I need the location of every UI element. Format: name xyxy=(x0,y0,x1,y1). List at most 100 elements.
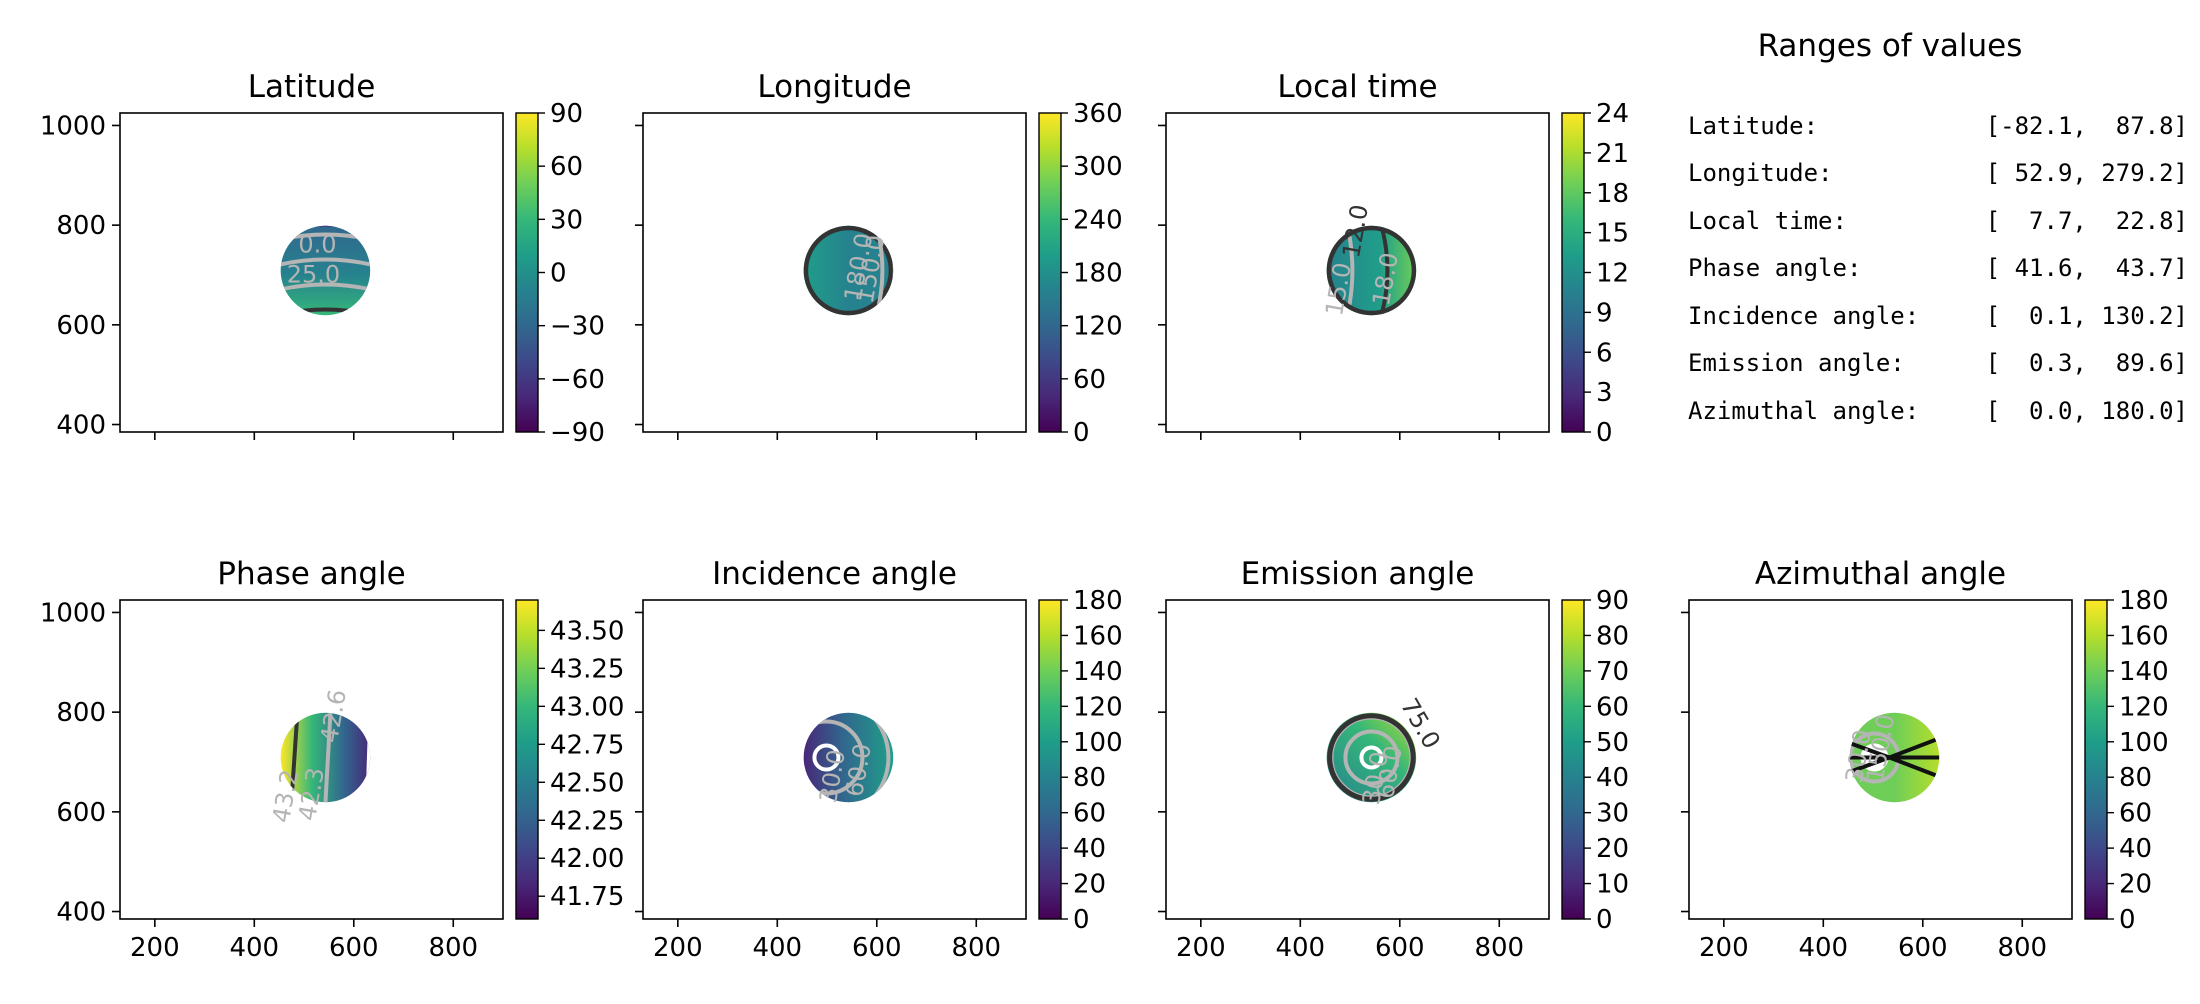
colorbar-tick-label: 0 xyxy=(550,259,567,289)
subplot-latitude: Latitude 0.025.0 400 600 800 1000 90 60 30 0 −30 −6… xyxy=(40,69,605,448)
range-label: Phase angle: xyxy=(1688,254,1862,282)
x-tick-label: 400 xyxy=(1275,933,1325,963)
colorbar-tick-label: 60 xyxy=(1073,365,1106,395)
colorbar-tick-label: 60 xyxy=(2119,799,2152,829)
planet-disc xyxy=(280,712,371,803)
colorbar-tick-label: 6 xyxy=(1596,338,1613,368)
colorbar-tick-label: 40 xyxy=(1073,834,1106,864)
range-label: Incidence angle: xyxy=(1688,302,1920,330)
contour-line xyxy=(1326,225,1417,316)
x-tick-label: 800 xyxy=(951,933,1001,963)
colorbar xyxy=(515,599,539,920)
range-label: Latitude: xyxy=(1688,112,1819,140)
colorbar-tick-label: 180 xyxy=(1073,259,1123,289)
colorbar-tick-label: 100 xyxy=(1073,728,1123,758)
colorbar-tick-label: 240 xyxy=(1073,205,1123,235)
y-tick-label: 1000 xyxy=(40,111,106,141)
x-tick-label: 400 xyxy=(752,933,802,963)
x-tick-label: 600 xyxy=(1898,933,1948,963)
x-tick-label: 200 xyxy=(1699,933,1749,963)
colorbar-tick-label: 120 xyxy=(1073,692,1123,722)
x-tick-label: 600 xyxy=(329,933,379,963)
colorbar-tick-label: 0 xyxy=(1073,418,1090,448)
colorbar xyxy=(1038,599,1062,920)
colorbar-tick-label: 160 xyxy=(2119,621,2169,651)
colorbar-tick-label: 42.50 xyxy=(550,768,624,798)
colorbar-tick-label: 41.75 xyxy=(550,882,624,912)
colorbar-tick-label: 30 xyxy=(1596,799,1629,829)
x-tick-label: 600 xyxy=(852,933,902,963)
colorbar-tick-label: 3 xyxy=(1596,378,1613,408)
contour-line xyxy=(365,712,371,803)
x-tick-label: 800 xyxy=(428,933,478,963)
subplot-title: Emission angle xyxy=(1241,556,1475,592)
colorbar-tick-label: 160 xyxy=(1073,621,1123,651)
axes-frame xyxy=(1165,599,1550,920)
x-tick-label: 600 xyxy=(1375,933,1425,963)
colorbar-tick-label: 80 xyxy=(1073,763,1106,793)
x-tick-label: 800 xyxy=(1474,933,1524,963)
colorbar-tick-label: 40 xyxy=(1596,763,1629,793)
contour-line xyxy=(280,257,371,268)
colorbar-tick-label: 100 xyxy=(2119,728,2169,758)
colorbar-tick-label: 180 xyxy=(1073,586,1123,616)
colorbar-tick-label: 70 xyxy=(1596,657,1629,687)
colorbar-tick-label: 80 xyxy=(1596,621,1629,651)
colorbar-tick-label: 43.50 xyxy=(550,616,624,646)
colorbar-tick-label: 40 xyxy=(2119,834,2152,864)
colorbar xyxy=(1561,112,1585,433)
colorbar-tick-label: 0 xyxy=(1596,418,1613,448)
range-label: Local time: xyxy=(1688,207,1847,235)
axes-frame xyxy=(1688,599,2073,920)
colorbar-tick-label: 42.00 xyxy=(550,844,624,874)
contour-line xyxy=(1379,225,1390,316)
contour-line xyxy=(1888,730,1940,760)
axes-frame xyxy=(642,599,1027,920)
range-value: [ 0.0, 180.0] xyxy=(1985,397,2188,425)
y-tick-label: 800 xyxy=(56,698,106,728)
colorbar-tick-label: −90 xyxy=(550,418,605,448)
colorbar-tick-label: 0 xyxy=(1073,905,1090,935)
axes-frame xyxy=(1165,112,1550,433)
colorbar-tick-label: 80 xyxy=(2119,763,2152,793)
range-label: Azimuthal angle: xyxy=(1688,397,1920,425)
colorbar-tick-label: 43.25 xyxy=(550,654,624,684)
colorbar-tick-label: 9 xyxy=(1596,298,1613,328)
contour-lines xyxy=(1849,730,1940,785)
contour-label: 25.0 xyxy=(287,261,340,289)
colorbar-tick-label: 360 xyxy=(1073,99,1123,129)
colorbar-tick-label: 120 xyxy=(2119,692,2169,722)
planet-disc xyxy=(280,225,371,316)
y-tick-label: 600 xyxy=(56,798,106,828)
contour-line xyxy=(1849,755,1891,780)
range-row-longitude: Longitude: [ 52.9, 279.2] xyxy=(1688,159,2188,199)
colorbar-tick-label: 12 xyxy=(1596,259,1629,289)
colorbar-tick-label: 42.25 xyxy=(550,806,624,836)
range-value: [ 0.1, 130.2] xyxy=(1985,302,2188,330)
colorbar-tick-label: 21 xyxy=(1596,139,1629,169)
contour-lines xyxy=(803,712,891,803)
colorbar-tick-label: 50 xyxy=(1596,728,1629,758)
contour-line xyxy=(803,719,865,796)
colorbar-tick-label: 15 xyxy=(1596,219,1629,249)
colorbar-tick-label: 10 xyxy=(1596,870,1629,900)
range-value: [ 52.9, 279.2] xyxy=(1985,159,2188,187)
colorbar-tick-label: 0 xyxy=(1596,905,1613,935)
contour-line xyxy=(1343,729,1400,786)
x-tick-label: 400 xyxy=(1798,933,1848,963)
colorbar-tick-label: 60 xyxy=(550,152,583,182)
x-tick-label: 400 xyxy=(229,933,279,963)
contour-line xyxy=(812,743,841,772)
range-row-local-time: Local time: [ 7.7, 22.8] xyxy=(1688,207,2188,247)
colorbar-tick-label: 140 xyxy=(1073,657,1123,687)
contour-line xyxy=(280,282,371,293)
planet-disc xyxy=(1326,712,1417,803)
ranges-title: Ranges of values xyxy=(1757,28,2023,64)
colorbar-tick-label: 60 xyxy=(1073,799,1106,829)
x-tick-label: 200 xyxy=(653,933,703,963)
